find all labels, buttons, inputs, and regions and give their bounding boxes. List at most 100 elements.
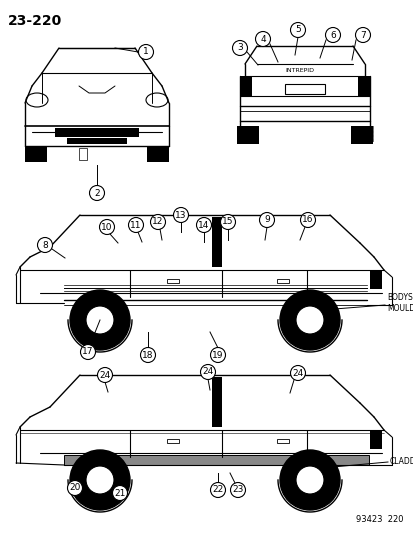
Circle shape bbox=[210, 482, 225, 497]
Bar bbox=[166, 279, 178, 283]
Bar bbox=[79, 148, 87, 160]
Bar bbox=[369, 134, 372, 137]
Text: 7: 7 bbox=[359, 30, 365, 39]
Circle shape bbox=[97, 367, 112, 383]
Bar bbox=[244, 138, 247, 141]
Circle shape bbox=[295, 466, 323, 494]
Bar bbox=[361, 130, 364, 133]
Bar bbox=[240, 130, 243, 133]
Bar bbox=[236, 138, 240, 141]
Text: INTREPID: INTREPID bbox=[285, 68, 314, 72]
Circle shape bbox=[220, 214, 235, 230]
Bar bbox=[67, 138, 127, 144]
Bar bbox=[369, 130, 372, 133]
Circle shape bbox=[290, 366, 305, 381]
Bar bbox=[147, 146, 169, 162]
Circle shape bbox=[200, 365, 215, 379]
Bar bbox=[350, 126, 372, 144]
Text: 18: 18 bbox=[142, 351, 153, 359]
Text: 12: 12 bbox=[152, 217, 163, 227]
Bar bbox=[55, 128, 139, 137]
Bar bbox=[361, 138, 364, 141]
Circle shape bbox=[138, 44, 153, 60]
Bar bbox=[369, 126, 372, 129]
Text: CLADDING: CLADDING bbox=[389, 456, 413, 465]
Circle shape bbox=[128, 217, 143, 232]
Bar bbox=[64, 455, 368, 465]
Text: 21: 21 bbox=[114, 489, 126, 497]
Circle shape bbox=[196, 217, 211, 232]
Text: 24: 24 bbox=[202, 367, 213, 376]
Circle shape bbox=[210, 348, 225, 362]
Circle shape bbox=[279, 450, 339, 510]
Text: 17: 17 bbox=[82, 348, 93, 357]
Bar bbox=[240, 76, 252, 96]
Text: 10: 10 bbox=[101, 222, 112, 231]
Bar bbox=[244, 126, 247, 129]
Bar bbox=[244, 134, 247, 137]
Bar bbox=[166, 439, 178, 443]
Circle shape bbox=[279, 290, 339, 350]
Bar bbox=[240, 138, 243, 141]
Circle shape bbox=[150, 214, 165, 230]
Bar bbox=[236, 126, 259, 144]
Text: 20: 20 bbox=[69, 483, 81, 492]
Bar bbox=[357, 76, 369, 96]
Circle shape bbox=[70, 290, 130, 350]
Bar bbox=[365, 130, 368, 133]
Bar bbox=[365, 126, 368, 129]
Circle shape bbox=[355, 28, 370, 43]
Circle shape bbox=[67, 481, 82, 496]
Circle shape bbox=[140, 348, 155, 362]
Text: 11: 11 bbox=[130, 221, 141, 230]
Bar bbox=[361, 134, 364, 137]
Bar bbox=[236, 134, 240, 137]
Bar bbox=[25, 146, 47, 162]
Bar bbox=[240, 134, 243, 137]
Circle shape bbox=[295, 306, 323, 334]
Text: BODYSIDE
MOULDINGS: BODYSIDE MOULDINGS bbox=[386, 293, 413, 313]
Text: 23: 23 bbox=[232, 486, 243, 495]
Circle shape bbox=[290, 22, 305, 37]
Circle shape bbox=[38, 238, 52, 253]
Circle shape bbox=[325, 28, 339, 43]
Bar bbox=[240, 126, 243, 129]
Bar bbox=[369, 431, 381, 449]
Circle shape bbox=[86, 306, 114, 334]
Bar bbox=[365, 138, 368, 141]
Text: 3: 3 bbox=[237, 44, 242, 52]
Text: 19: 19 bbox=[212, 351, 223, 359]
Text: 9: 9 bbox=[263, 215, 269, 224]
Bar bbox=[236, 130, 240, 133]
Circle shape bbox=[232, 41, 247, 55]
Text: 15: 15 bbox=[222, 217, 233, 227]
Circle shape bbox=[70, 450, 130, 510]
Bar bbox=[361, 126, 364, 129]
Circle shape bbox=[80, 344, 95, 359]
Text: 93423  220: 93423 220 bbox=[356, 515, 403, 524]
Bar bbox=[284, 84, 324, 94]
Text: 22: 22 bbox=[212, 486, 223, 495]
Bar bbox=[276, 439, 288, 443]
Bar bbox=[244, 130, 247, 133]
Text: 4: 4 bbox=[259, 35, 265, 44]
Circle shape bbox=[259, 213, 274, 228]
Circle shape bbox=[173, 207, 188, 222]
Bar bbox=[211, 377, 221, 427]
Text: 6: 6 bbox=[329, 30, 335, 39]
Text: 23-220: 23-220 bbox=[8, 14, 62, 28]
Text: 5: 5 bbox=[294, 26, 300, 35]
Circle shape bbox=[89, 185, 104, 200]
Bar bbox=[211, 217, 221, 267]
Circle shape bbox=[86, 466, 114, 494]
Circle shape bbox=[112, 486, 127, 500]
Circle shape bbox=[230, 482, 245, 497]
Text: 1: 1 bbox=[143, 47, 149, 56]
Bar bbox=[369, 138, 372, 141]
Text: 13: 13 bbox=[175, 211, 186, 220]
Text: 16: 16 bbox=[301, 215, 313, 224]
Bar bbox=[236, 126, 240, 129]
Text: 24: 24 bbox=[292, 368, 303, 377]
Text: 14: 14 bbox=[198, 221, 209, 230]
Bar bbox=[365, 134, 368, 137]
